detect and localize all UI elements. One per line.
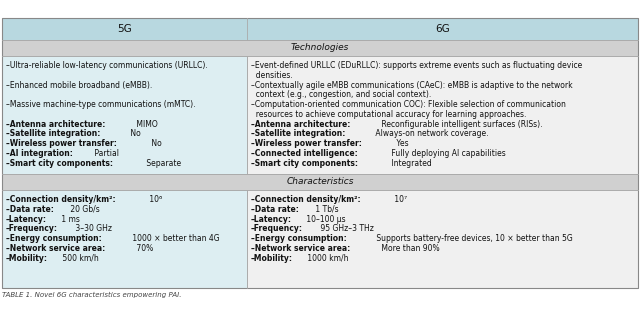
Text: –Event-defined URLLC (EDuRLLC): supports extreme events such as fluctuating devi: –Event-defined URLLC (EDuRLLC): supports… [251, 61, 582, 70]
Text: –Smart city components:: –Smart city components: [6, 159, 113, 168]
Text: Technologies: Technologies [291, 44, 349, 53]
Text: –Frequency:: –Frequency: [6, 224, 58, 233]
Text: –Network service area:: –Network service area: [251, 244, 350, 253]
Text: –Latency:: –Latency: [6, 214, 47, 223]
Text: –Data rate:: –Data rate: [6, 205, 54, 214]
Bar [247, 56, 638, 174]
Text: 20 Gb/s: 20 Gb/s [68, 205, 100, 214]
Text: 1 Tb/s: 1 Tb/s [312, 205, 339, 214]
Text: resources to achieve computational accuracy for learning approaches.: resources to achieve computational accur… [251, 110, 526, 119]
Text: –Mobility:: –Mobility: [6, 254, 48, 263]
Bar [2, 18, 638, 288]
Text: No: No [128, 130, 141, 138]
Text: 10⁶: 10⁶ [147, 195, 163, 204]
Text: –Mobility:: –Mobility: [251, 254, 293, 263]
Bar [2, 190, 247, 288]
Text: –Contextually agile eMBB communications (CAeC): eMBB is adaptive to the network: –Contextually agile eMBB communications … [251, 80, 573, 90]
Text: 1 ms: 1 ms [59, 214, 80, 223]
Bar [2, 174, 638, 190]
Text: –Computation-oriented communication COC): Flexible selection of communication: –Computation-oriented communication COC)… [251, 100, 566, 109]
Text: –Connection density/km²:: –Connection density/km²: [251, 195, 360, 204]
Text: Partial: Partial [92, 149, 119, 158]
Bar [2, 18, 638, 40]
Text: Reconfigurable intelligent surfaces (RISs).: Reconfigurable intelligent surfaces (RIS… [379, 120, 543, 129]
Text: –Wireless power transfer:: –Wireless power transfer: [6, 139, 117, 148]
Text: –Antenna architecture:: –Antenna architecture: [251, 120, 350, 129]
Text: Characteristics: Characteristics [286, 177, 354, 187]
Text: No: No [149, 139, 162, 148]
Bar [247, 190, 638, 288]
Text: 10–100 μs: 10–100 μs [304, 214, 346, 223]
Text: –Satellite integration:: –Satellite integration: [251, 130, 345, 138]
Text: Yes: Yes [394, 139, 408, 148]
Text: –Energy consumption:: –Energy consumption: [251, 234, 347, 243]
Text: –Ultra-reliable low-latency communications (URLLC).: –Ultra-reliable low-latency communicatio… [6, 61, 208, 70]
Text: 3–30 GHz: 3–30 GHz [73, 224, 112, 233]
Text: densities.: densities. [251, 71, 292, 80]
Text: Fully deploying AI capabilities: Fully deploying AI capabilities [388, 149, 506, 158]
Text: More than 90%: More than 90% [379, 244, 440, 253]
Text: –Network service area:: –Network service area: [6, 244, 105, 253]
Text: 70%: 70% [134, 244, 154, 253]
Text: 500 km/h: 500 km/h [60, 254, 99, 263]
Text: –Massive machine-type communications (mMTC).: –Massive machine-type communications (mM… [6, 100, 195, 109]
Text: –Wireless power transfer:: –Wireless power transfer: [251, 139, 362, 148]
Text: 6G: 6G [435, 24, 450, 34]
Text: –Smart city components:: –Smart city components: [251, 159, 358, 168]
Text: –AI integration:: –AI integration: [6, 149, 73, 158]
Text: 10⁷: 10⁷ [392, 195, 407, 204]
Text: Integrated: Integrated [389, 159, 431, 168]
Text: 95 GHz–3 THz: 95 GHz–3 THz [318, 224, 374, 233]
Text: Always-on network coverage.: Always-on network coverage. [372, 130, 488, 138]
Text: –Frequency:: –Frequency: [251, 224, 303, 233]
Text: 5G: 5G [117, 24, 132, 34]
Text: –Energy consumption:: –Energy consumption: [6, 234, 102, 243]
Text: 1000 × better than 4G: 1000 × better than 4G [129, 234, 219, 243]
Text: –Connected intelligence:: –Connected intelligence: [251, 149, 358, 158]
Text: TABLE 1. Novel 6G characteristics empowering PAI.: TABLE 1. Novel 6G characteristics empowe… [2, 292, 182, 298]
Bar [2, 56, 247, 174]
Bar [2, 40, 638, 56]
Text: –Latency:: –Latency: [251, 214, 292, 223]
Text: –Antenna architecture:: –Antenna architecture: [6, 120, 106, 129]
Text: –Data rate:: –Data rate: [251, 205, 299, 214]
Text: Separate: Separate [144, 159, 181, 168]
Text: –Enhanced mobile broadband (eMBB).: –Enhanced mobile broadband (eMBB). [6, 80, 152, 90]
Text: –Connection density/km²:: –Connection density/km²: [6, 195, 116, 204]
Text: 1000 km/h: 1000 km/h [305, 254, 349, 263]
Text: MIMO: MIMO [134, 120, 158, 129]
Text: context (e.g., congestion, and social context).: context (e.g., congestion, and social co… [251, 90, 431, 99]
Text: –Satellite integration:: –Satellite integration: [6, 130, 100, 138]
Text: Supports battery-free devices, 10 × better than 5G: Supports battery-free devices, 10 × bett… [374, 234, 573, 243]
